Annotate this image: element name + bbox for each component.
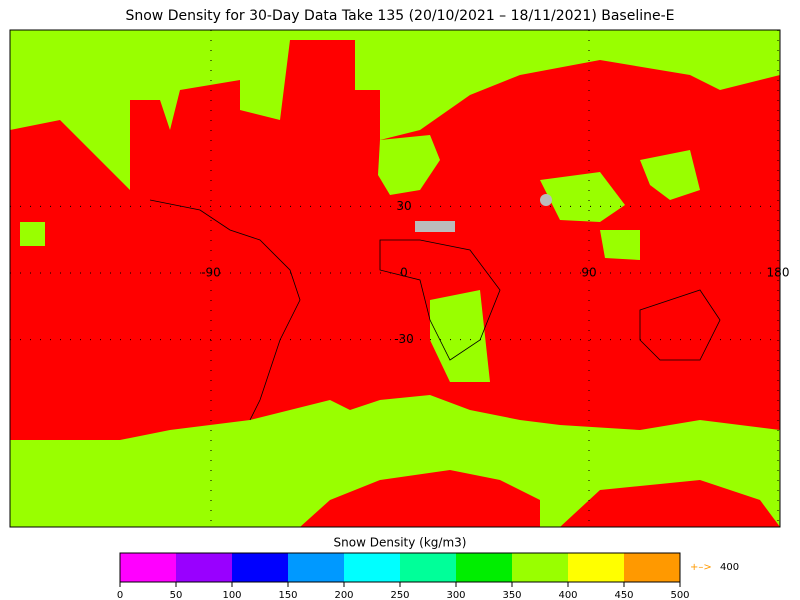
map-frame <box>9 29 781 528</box>
snow-region <box>10 30 780 190</box>
snow-region <box>640 150 700 200</box>
snow-region <box>600 230 640 260</box>
colorbar-bin <box>344 553 400 582</box>
no-snow-region <box>300 470 540 527</box>
colorbar-bin <box>456 553 512 582</box>
lon-label: 180 <box>767 266 790 280</box>
colorbar-bin <box>232 553 288 582</box>
title: Snow Density for 30-Day Data Take 135 (2… <box>125 8 674 24</box>
lat-label: 0 <box>400 266 408 280</box>
colorbar-tick-label: 100 <box>222 590 241 600</box>
lat-label: 30 <box>396 199 411 213</box>
overflow-value: 400 <box>720 562 739 573</box>
colorbar-bin <box>568 553 624 582</box>
colorbar-tick-label: 300 <box>446 590 465 600</box>
colorbar-tick-label: 200 <box>334 590 353 600</box>
snow-region <box>378 135 440 195</box>
overflow-symbol: +–> <box>690 562 712 573</box>
colorbar-tick-label: 50 <box>170 590 183 600</box>
colorbar-bin <box>624 553 680 582</box>
colorbar-tick-label: 150 <box>278 590 297 600</box>
colorbar-tick-label: 500 <box>670 590 689 600</box>
map: 30 0 -30 -90 90 180 <box>9 29 790 528</box>
colorbar-tick-label: 450 <box>614 590 633 600</box>
colorbar-tick-label: 400 <box>558 590 577 600</box>
colorbar-bin <box>288 553 344 582</box>
colorbar-bin <box>120 553 176 582</box>
snow-region <box>10 395 780 527</box>
lon-label: -90 <box>201 266 221 280</box>
colorbar-bin <box>400 553 456 582</box>
missing-data <box>540 194 552 206</box>
lat-label: -30 <box>394 332 414 346</box>
missing-data <box>415 221 455 232</box>
colorbar-bin <box>176 553 232 582</box>
snow-region <box>20 222 45 246</box>
no-snow-region <box>560 480 780 527</box>
colorbar-label: Snow Density (kg/m3) <box>334 536 467 550</box>
colorbar-tick-label: 350 <box>502 590 521 600</box>
colorbar-tick-label: 250 <box>390 590 409 600</box>
colorbar-tick-label: 0 <box>117 590 123 600</box>
lon-label: 90 <box>581 266 596 280</box>
colorbar: 0 50 100 150 200 250 300 350 400 450 500 +–> 400 <box>117 552 739 600</box>
colorbar-bin <box>512 553 568 582</box>
snow-region <box>430 290 490 382</box>
snow-region <box>540 172 625 222</box>
